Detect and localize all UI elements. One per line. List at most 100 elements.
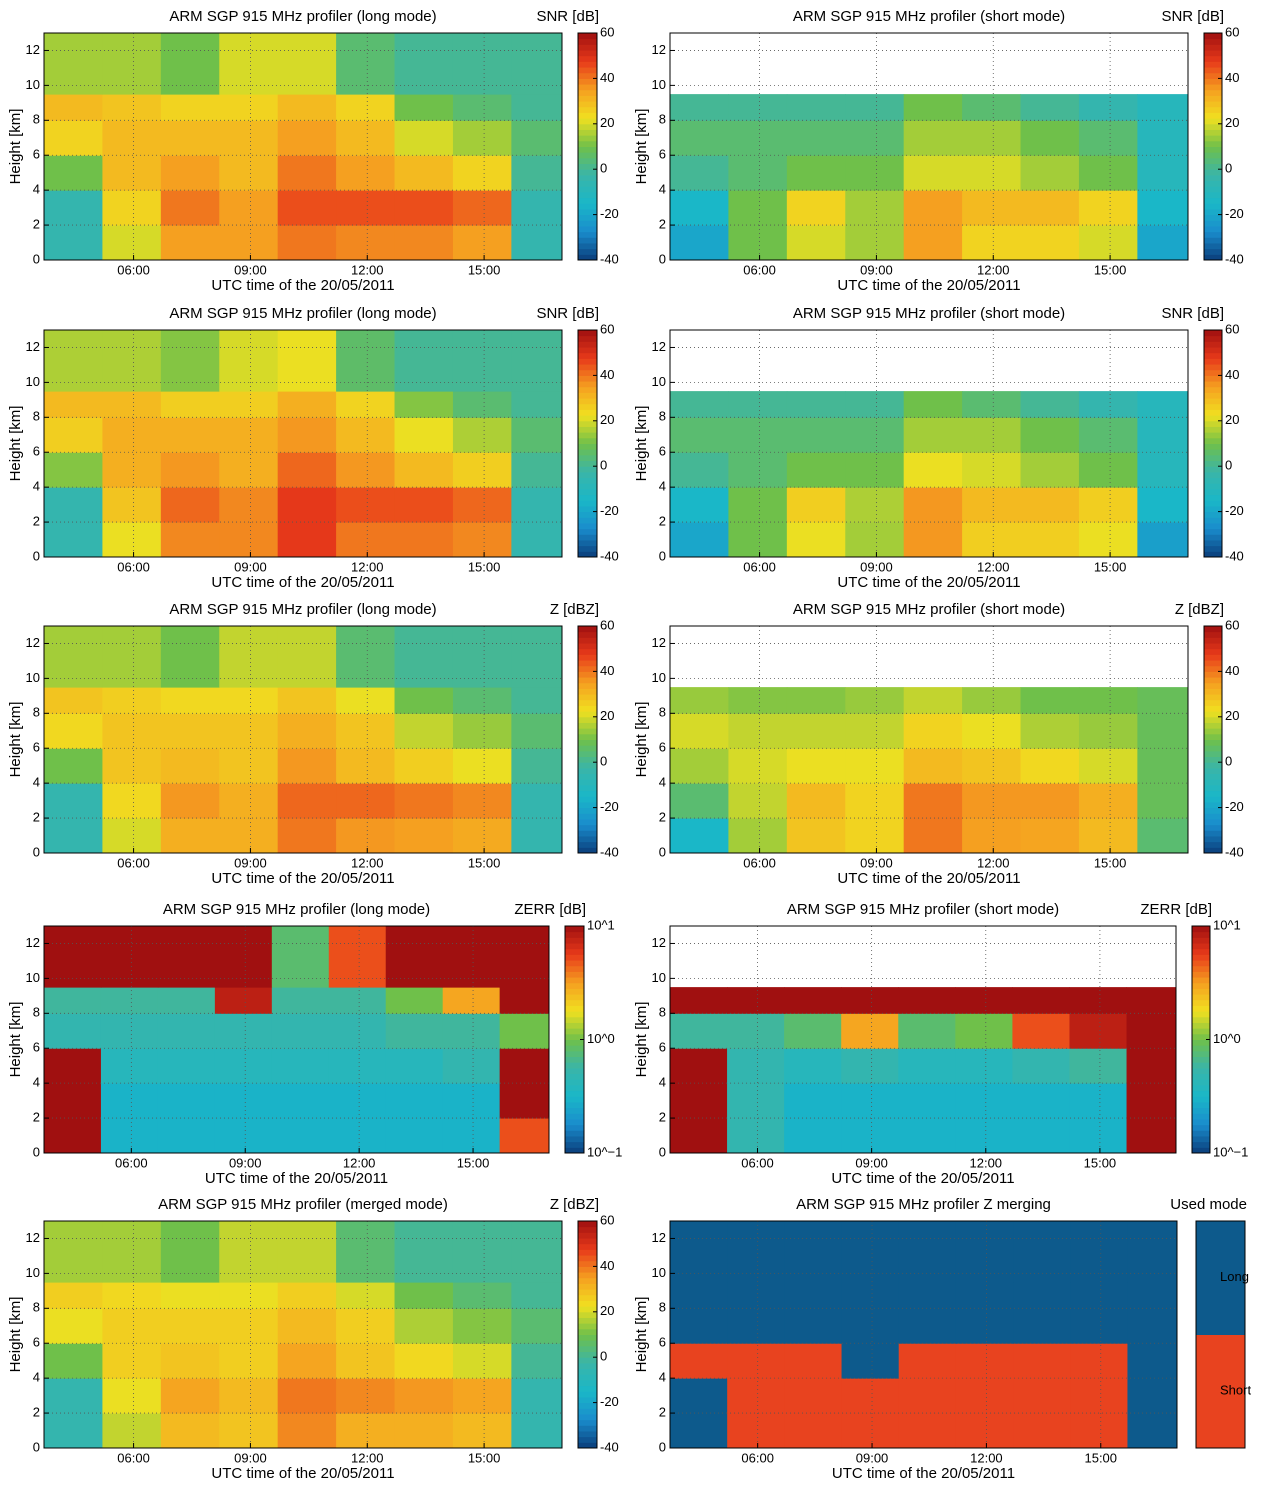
colorbar-label: Z [dBZ]	[550, 1196, 599, 1213]
heat-cell	[452, 626, 512, 688]
y-tick-label: 8	[33, 112, 40, 127]
colorbar-step	[1192, 977, 1210, 984]
heat-cell	[511, 487, 563, 523]
heat-cell	[102, 452, 162, 488]
colorbar-step	[578, 78, 597, 85]
colorbar-label: SNR [dB]	[536, 305, 599, 322]
heat-cell	[277, 818, 337, 854]
heat-cell	[102, 417, 162, 453]
heat-cell	[44, 626, 103, 688]
colorbar-step	[578, 449, 597, 456]
colorbar-tick-label: -40	[1225, 548, 1244, 563]
colorbar-step	[578, 335, 597, 342]
colorbar-step	[578, 1408, 597, 1415]
colorbar-step	[578, 677, 597, 684]
heat-cell	[219, 452, 279, 488]
colorbar-tick-label: 60	[1225, 617, 1239, 632]
heat-cell	[1020, 391, 1080, 418]
heat-cell	[1020, 487, 1080, 523]
colorbar-tick-label: 60	[600, 321, 614, 336]
colorbar-step	[1204, 101, 1222, 108]
colorbar-step	[1204, 335, 1222, 342]
y-tick-label: 0	[659, 844, 666, 859]
y-axis-label: Height [km]	[633, 109, 650, 185]
panel: 06:00 09:00 12:00 15:00 0 2 4 6 8 10 12 ARM SGP 915…	[633, 305, 1244, 591]
heat-cell	[102, 155, 162, 191]
heat-cell	[219, 417, 279, 453]
heat-cell	[786, 155, 846, 191]
heat-cell	[100, 1083, 159, 1119]
y-tick-label: 10	[652, 1265, 666, 1280]
heat-cell	[277, 713, 337, 749]
colorbar-step	[1204, 716, 1222, 723]
heat-cell	[452, 391, 512, 418]
heat-cell	[962, 155, 1022, 191]
colorbar-step	[578, 1413, 597, 1421]
heat-cell	[271, 987, 330, 1014]
colorbar-step	[578, 626, 597, 633]
y-tick-label: 12	[652, 42, 666, 57]
colorbar-tick-label: -40	[1225, 251, 1244, 266]
colorbar-step	[578, 545, 597, 552]
colorbar-step	[578, 784, 597, 792]
colorbar-step	[1204, 95, 1222, 102]
plot-frame	[669, 329, 1189, 558]
heat-cell	[841, 1308, 900, 1344]
heat-cell	[962, 94, 1022, 121]
heat-cell	[898, 1413, 957, 1449]
y-tick-label: 12	[652, 935, 666, 950]
x-axis-label: UTC time of the 20/05/2011	[211, 870, 394, 887]
colorbar-tick-label: 20	[1225, 115, 1239, 130]
heat-cell	[955, 1413, 1014, 1449]
heat-cell	[271, 1083, 330, 1119]
heat-cell	[784, 1413, 843, 1449]
colorbar-step	[565, 1067, 584, 1075]
heat-cell	[452, 783, 512, 819]
heat-cell	[786, 94, 846, 121]
colorbar-step	[1204, 626, 1222, 633]
y-tick-label: 12	[26, 1230, 40, 1245]
heat-cell	[271, 1118, 330, 1154]
x-tick-label: 09:00	[229, 1155, 262, 1170]
heat-cell	[845, 391, 905, 418]
colorbar-tick-label: 10^0	[1213, 1031, 1241, 1046]
heat-cell	[160, 713, 220, 749]
colorbar-step	[1192, 954, 1210, 961]
panel-title: ARM SGP 915 MHz profiler (merged mode)	[158, 1196, 448, 1213]
colorbar-step	[1204, 654, 1222, 661]
colorbar-step	[1192, 1050, 1210, 1058]
x-axis-label: UTC time of the 20/05/2011	[205, 1170, 388, 1187]
heat-cell	[845, 522, 905, 558]
colorbar-step	[578, 1249, 597, 1256]
colorbar-step	[1192, 1079, 1210, 1086]
heat-cell	[219, 1221, 279, 1283]
heat-cell	[160, 1308, 220, 1344]
heat-cell	[728, 487, 788, 523]
heat-cell	[786, 713, 846, 749]
colorbar-step	[1204, 61, 1222, 68]
heat-cell	[728, 120, 788, 156]
colorbar-step	[1192, 943, 1210, 950]
colorbar-step	[1204, 694, 1222, 701]
heat-cell	[1078, 120, 1138, 156]
colorbar-step	[578, 220, 597, 227]
colorbar-step	[578, 824, 597, 831]
colorbar-step	[1204, 483, 1222, 490]
colorbar-tick-label: 40	[1225, 367, 1239, 382]
heat-cell	[100, 1013, 159, 1049]
heat-cell	[727, 1048, 785, 1084]
heat-cell	[1020, 155, 1080, 191]
heat-cell	[1137, 713, 1189, 749]
colorbar-step	[1204, 225, 1222, 233]
heat-cell	[784, 1221, 843, 1283]
heat-cell	[214, 1013, 273, 1049]
heat-cell	[336, 818, 396, 854]
heat-cell	[845, 748, 905, 784]
colorbar-step	[1192, 1062, 1210, 1069]
colorbar-tick-label: 20	[600, 115, 614, 130]
heat-cell	[728, 522, 788, 558]
heat-cell	[328, 1083, 387, 1119]
colorbar-step	[578, 471, 597, 479]
colorbar-frame	[1203, 329, 1223, 558]
